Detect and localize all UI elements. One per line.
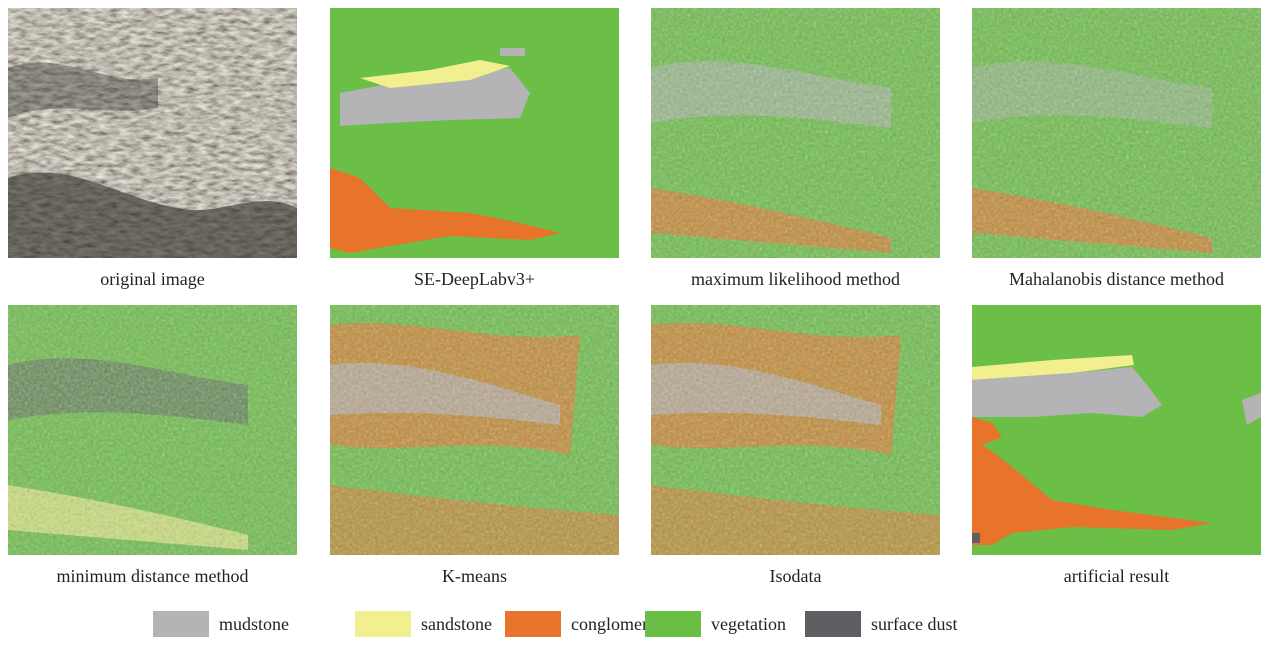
legend-label: mudstone (219, 614, 289, 634)
panel-caption: K-means (442, 566, 507, 586)
panel-image (651, 8, 940, 258)
texture (651, 305, 940, 555)
panel-image (330, 305, 619, 555)
legend-swatch (505, 611, 561, 637)
legend-swatch (645, 611, 701, 637)
legend-label: surface dust (871, 614, 957, 634)
mudstone-area (500, 48, 525, 56)
panel-caption: artificial result (1064, 566, 1169, 586)
panel-image (330, 8, 619, 258)
legend-swatch (355, 611, 411, 637)
legend-label: vegetation (711, 614, 786, 634)
legend-label: sandstone (421, 614, 492, 634)
texture (8, 305, 297, 555)
panel-caption: Mahalanobis distance method (1009, 269, 1224, 289)
dust-area (972, 533, 980, 543)
panel-caption: SE-DeepLabv3+ (414, 269, 535, 289)
panel-caption: minimum distance method (57, 566, 249, 586)
panel-image (8, 8, 297, 258)
figure: original image SE-DeepLabv3+ maximum likel… (0, 0, 1266, 640)
panel-caption: original image (100, 269, 204, 289)
legend-swatch (153, 611, 209, 637)
panel-image (972, 8, 1261, 258)
panel-image (972, 305, 1261, 555)
panel-image (651, 305, 940, 555)
panel-image (8, 305, 297, 555)
legend-swatch (805, 611, 861, 637)
texture (651, 8, 940, 258)
texture (330, 305, 619, 555)
texture (972, 8, 1261, 258)
panel-caption: Isodata (770, 566, 822, 586)
panel-caption: maximum likelihood method (691, 269, 900, 289)
